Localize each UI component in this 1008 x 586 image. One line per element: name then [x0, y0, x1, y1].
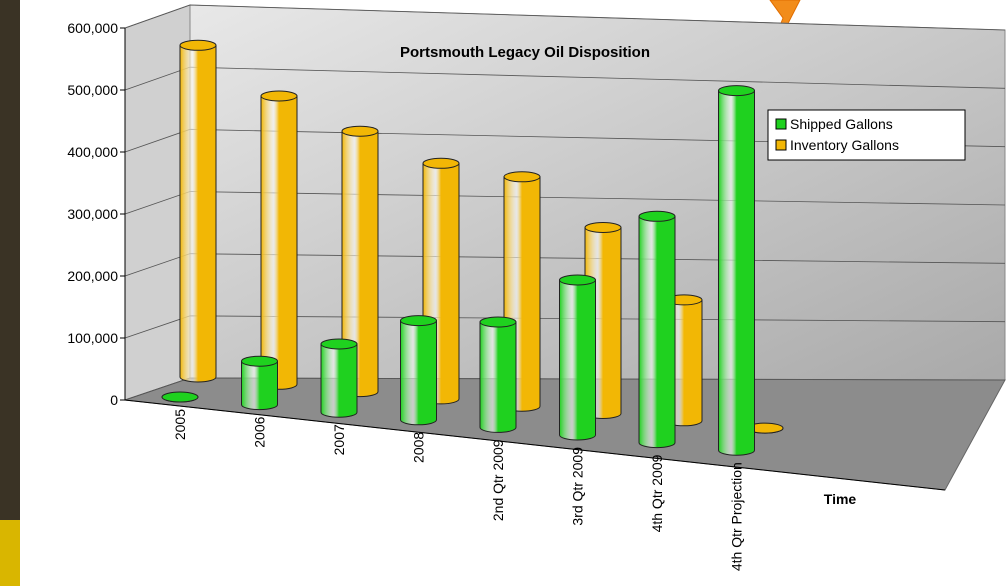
cylinder [321, 344, 357, 417]
cylinder-cap [585, 223, 621, 233]
cylinder-cap [162, 392, 198, 402]
x-tick-label: 3rd Qtr 2009 [570, 447, 586, 526]
chart-title: Portsmouth Legacy Oil Disposition [400, 44, 650, 61]
cylinder-cap [639, 211, 675, 221]
cylinder [560, 280, 596, 440]
cylinder [639, 216, 675, 447]
y-tick-label: 200,000 [67, 268, 118, 284]
x-tick-label: 2005 [172, 409, 188, 440]
legend-swatch [776, 140, 786, 150]
legend-label: Inventory Gallons [790, 137, 899, 153]
cylinder-cap [504, 172, 540, 182]
legend-label: Shipped Gallons [790, 116, 893, 132]
y-tick-label: 100,000 [67, 330, 118, 346]
cylinder [480, 322, 516, 432]
y-tick-label: 600,000 [67, 20, 118, 36]
cylinder-cap [480, 317, 516, 327]
cylinder-cap [180, 40, 216, 50]
x-axis-label: Time [824, 491, 857, 507]
x-tick-label: 2006 [252, 416, 268, 447]
cylinder-cap [342, 126, 378, 136]
cylinder-cap [261, 91, 297, 101]
x-tick-label: 4th Qtr Projection [729, 462, 745, 571]
cylinder-cap [719, 86, 755, 96]
y-tick-label: 300,000 [67, 206, 118, 222]
cylinder [180, 45, 216, 382]
y-tick-label: 500,000 [67, 82, 118, 98]
cylinder [719, 91, 755, 456]
x-tick-label: 2007 [331, 424, 347, 455]
page: {"chart_data": {"type": "bar3d", "title"… [0, 0, 1008, 586]
cylinder-cap [560, 275, 596, 285]
x-tick-label: 2nd Qtr 2009 [490, 439, 506, 521]
legend: Shipped Gallons Inventory Gallons [768, 110, 965, 160]
cylinder-cap [401, 316, 437, 326]
photo-strip-accent [0, 520, 20, 586]
y-tick-label: 0 [110, 392, 118, 408]
photo-strip [0, 0, 20, 586]
cylinder [401, 321, 437, 425]
cylinder [261, 96, 297, 389]
chart: Portsmouth Legacy Oil Disposition Time S… [0, 0, 1008, 586]
cylinder-cap [423, 158, 459, 168]
cylinder [242, 361, 278, 409]
y-tick-label: 400,000 [67, 144, 118, 160]
legend-swatch [776, 119, 786, 129]
cylinder-cap [321, 339, 357, 349]
x-tick-label: 2008 [411, 432, 427, 463]
x-tick-label: 4th Qtr 2009 [649, 454, 665, 532]
cylinder-cap [242, 356, 278, 366]
